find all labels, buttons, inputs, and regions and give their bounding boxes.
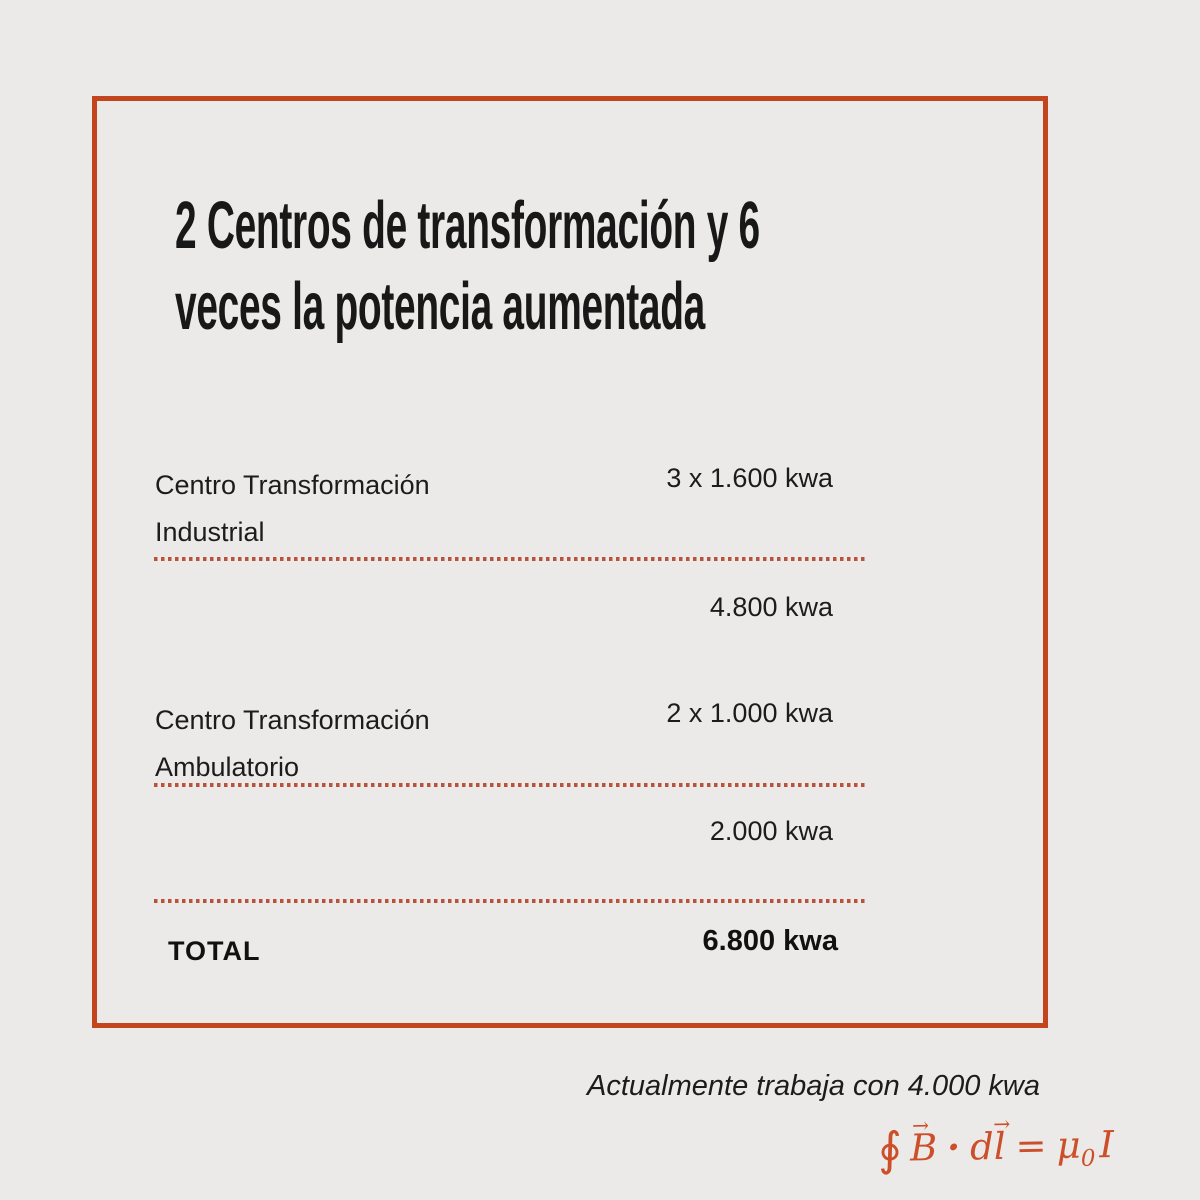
mu-symbol: μ [1056, 1123, 1082, 1167]
current-symbol: I [1098, 1122, 1115, 1167]
dotted-divider [154, 557, 866, 561]
entry-industrial-label-line2: Industrial [155, 517, 265, 547]
page-title-line-2-text: veces la potencia aumentada [175, 269, 705, 344]
entry-industrial-label: Centro Transformación Industrial [155, 462, 430, 556]
dotted-divider [154, 783, 866, 787]
mu-subscript-zero: 0 [1080, 1145, 1096, 1172]
entry-industrial-capacity: 3 x 1.600 kwa [666, 463, 833, 493]
entry-industrial-subtotal: 4.800 kwa [709, 592, 833, 622]
total-value: 6.800 kwa [702, 925, 838, 957]
vector-arrow-icon: → [911, 1113, 930, 1138]
ampere-law-formula: ∮ → B · d → l = μ0I [877, 1112, 1115, 1177]
b-field-vector: → B [910, 1114, 938, 1170]
entry-ambulatorio-label-line2: Ambulatorio [155, 752, 300, 782]
differential-d-symbol: d [969, 1125, 995, 1169]
page-title: 2 Centros de transformación y 6 veces la… [175, 185, 1183, 347]
page-title-line-1-text: 2 Centros de transformación y 6 [175, 188, 760, 263]
vector-arrow-icon: → [993, 1112, 1011, 1137]
path-element-vector: → l [993, 1112, 1010, 1168]
equals-sign: = [1015, 1124, 1048, 1168]
entry-ambulatorio-label: Centro Transformación Ambulatorio [155, 697, 430, 791]
dot-product-operator: · [946, 1124, 961, 1169]
entry-industrial-label-line1: Centro Transformación [155, 470, 430, 500]
entry-ambulatorio-capacity: 2 x 1.000 kwa [666, 698, 833, 728]
contour-integral-symbol: ∮ [877, 1121, 903, 1177]
entry-ambulatorio-subtotal: 2.000 kwa [709, 816, 833, 846]
total-label: TOTAL [168, 936, 261, 966]
page-title-line-2: veces la potencia aumentada [175, 266, 1183, 347]
dotted-divider [154, 899, 866, 903]
entry-ambulatorio-label-line1: Centro Transformación [155, 705, 430, 735]
content-frame: 2 Centros de transformación y 6 veces la… [92, 96, 1048, 1028]
page-title-line-1: 2 Centros de transformación y 6 [175, 185, 1183, 266]
current-capacity-note: Actualmente trabaja con 4.000 kwa [587, 1070, 1040, 1102]
